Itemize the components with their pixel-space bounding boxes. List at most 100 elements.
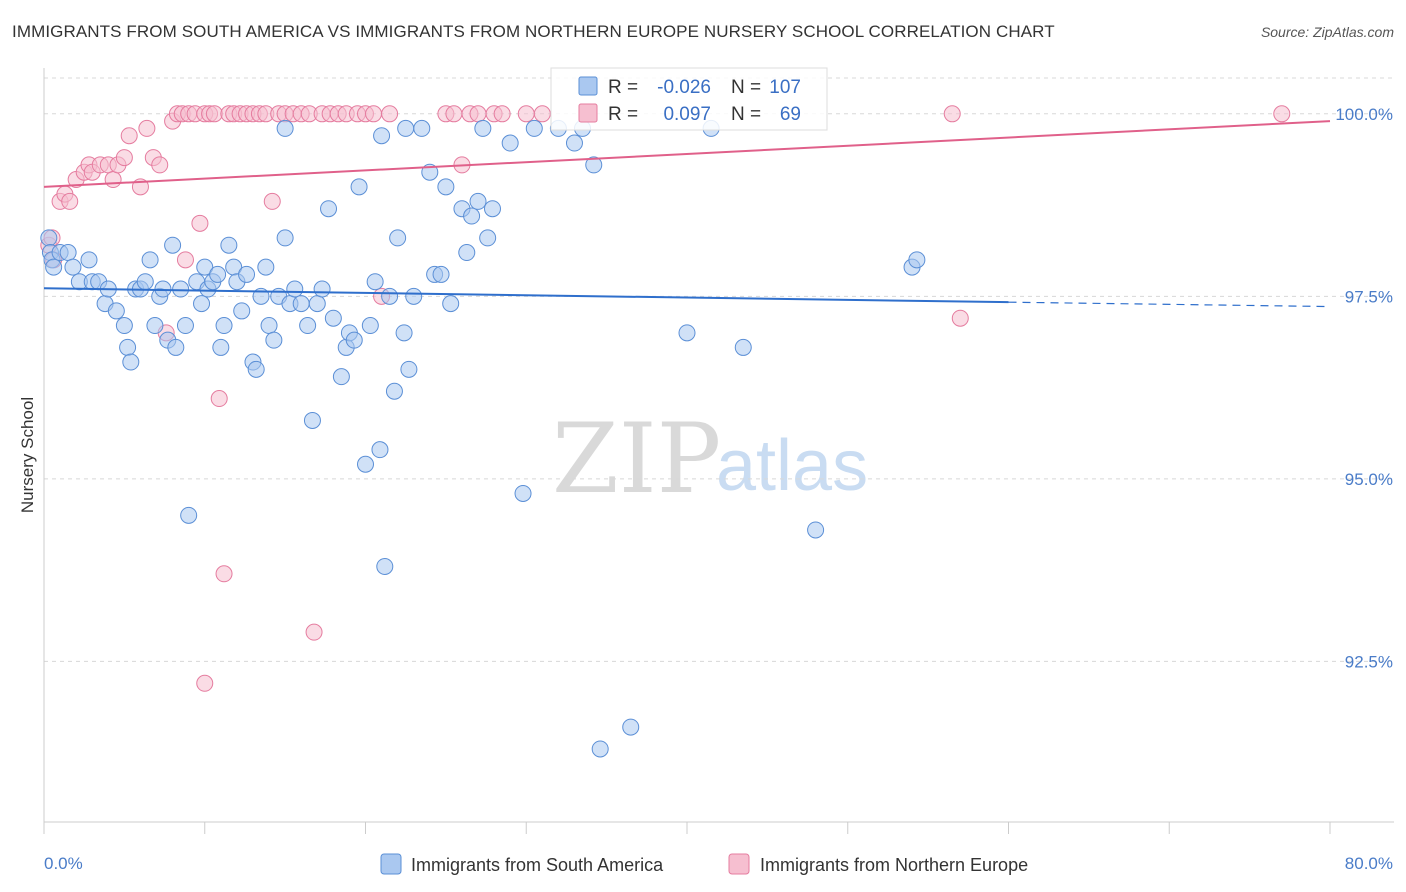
data-point-south-america: [734, 338, 752, 356]
data-point-south-america: [565, 134, 583, 152]
source-credit: Source: ZipAtlas.com: [1260, 24, 1394, 40]
data-point-northern-europe: [151, 156, 169, 174]
data-point-south-america: [591, 740, 609, 758]
data-point-south-america: [209, 265, 227, 283]
trend-line-south-america-extension: [1008, 301, 1331, 308]
stats-r-label-blue: R =: [608, 77, 638, 98]
data-point-south-america: [247, 360, 265, 378]
data-point-south-america: [501, 134, 519, 152]
data-point-south-america: [622, 718, 640, 736]
y-tick-label: 100.0%: [1335, 105, 1393, 124]
data-point-south-america: [40, 229, 58, 247]
data-point-south-america: [678, 324, 696, 342]
data-point-south-america: [525, 119, 543, 137]
stats-n-label-blue: N =: [731, 77, 761, 98]
data-point-south-america: [107, 302, 125, 320]
data-point-northern-europe: [1273, 105, 1291, 123]
data-point-south-america: [257, 258, 275, 276]
data-point-south-america: [80, 251, 98, 269]
data-point-south-america: [299, 317, 317, 335]
data-point-south-america: [64, 258, 82, 276]
data-point-south-america: [361, 317, 379, 335]
data-point-northern-europe: [215, 565, 233, 583]
data-point-south-america: [308, 295, 326, 313]
series-south-america: [40, 119, 926, 758]
watermark-zip: ZIP: [552, 403, 721, 515]
data-point-south-america: [458, 244, 476, 262]
data-point-south-america: [514, 484, 532, 502]
data-point-south-america: [345, 331, 363, 349]
data-point-northern-europe: [210, 390, 228, 408]
trend-line-south-america: [43, 287, 1009, 304]
legend-swatch-south-america: [380, 853, 402, 875]
data-point-south-america: [122, 353, 140, 371]
chart-title: IMMIGRANTS FROM SOUTH AMERICA VS IMMIGRA…: [12, 22, 1055, 41]
data-point-south-america: [196, 258, 214, 276]
data-point-south-america: [286, 280, 304, 298]
data-point-south-america: [141, 251, 159, 269]
data-point-south-america: [908, 251, 926, 269]
stats-r-label-pink: R =: [608, 104, 638, 125]
grid: [44, 77, 1395, 662]
legend-label-northern-europe: Immigrants from Northern Europe: [760, 855, 1028, 875]
data-point-northern-europe: [365, 105, 383, 123]
data-point-south-america: [324, 309, 342, 327]
data-point-northern-europe: [493, 105, 511, 123]
data-point-northern-europe: [120, 127, 138, 145]
data-point-south-america: [483, 200, 501, 218]
x-tick-label: 0.0%: [44, 854, 83, 873]
x-tick-label: 80.0%: [1345, 854, 1393, 873]
data-point-south-america: [350, 178, 368, 196]
y-axis-title: Nursery School: [18, 397, 37, 513]
data-point-northern-europe: [176, 251, 194, 269]
data-point-northern-europe: [517, 105, 535, 123]
data-point-south-america: [276, 119, 294, 137]
data-point-south-america: [136, 273, 154, 291]
data-point-south-america: [45, 258, 63, 276]
stats-r-value-pink: 0.097: [663, 104, 711, 125]
y-tick-label: 95.0%: [1345, 470, 1393, 489]
stats-swatch-pink: [578, 103, 598, 123]
data-point-south-america: [397, 119, 415, 137]
stats-swatch-blue: [578, 76, 598, 96]
data-point-south-america: [260, 317, 278, 335]
data-point-northern-europe: [533, 105, 551, 123]
data-point-south-america: [405, 287, 423, 305]
stats-n-value-blue: 107: [769, 77, 801, 98]
data-point-northern-europe: [61, 192, 79, 210]
data-point-south-america: [215, 317, 233, 335]
data-point-south-america: [463, 207, 481, 225]
data-point-south-america: [276, 229, 294, 247]
data-point-south-america: [807, 521, 825, 539]
data-point-northern-europe: [305, 623, 323, 641]
series-legend: Immigrants from South America Immigrants…: [380, 853, 1028, 875]
data-point-south-america: [292, 295, 310, 313]
data-point-south-america: [172, 280, 190, 298]
data-point-south-america: [176, 317, 194, 335]
legend-label-south-america: Immigrants from South America: [411, 855, 664, 875]
data-point-south-america: [371, 441, 389, 459]
data-point-south-america: [265, 331, 283, 349]
data-point-south-america: [167, 338, 185, 356]
data-point-south-america: [366, 273, 384, 291]
watermark: ZIP atlas: [552, 403, 868, 515]
data-point-south-america: [119, 338, 137, 356]
watermark-atlas: atlas: [716, 426, 868, 506]
y-tick-label: 92.5%: [1345, 652, 1393, 671]
data-point-south-america: [320, 200, 338, 218]
data-point-south-america: [238, 265, 256, 283]
data-point-northern-europe: [191, 214, 209, 232]
y-tick-label: 97.5%: [1345, 287, 1393, 306]
stats-r-value-blue: -0.026: [657, 77, 711, 98]
trend-lines: [43, 120, 1331, 308]
legend-swatch-northern-europe: [728, 853, 750, 875]
data-point-south-america: [180, 506, 198, 524]
data-point-south-america: [474, 119, 492, 137]
data-point-south-america: [164, 236, 182, 254]
data-point-south-america: [381, 287, 399, 305]
stats-legend: R = -0.026 N = 107 R = 0.097 N = 69: [550, 67, 828, 131]
data-point-south-america: [385, 382, 403, 400]
data-point-south-america: [437, 178, 455, 196]
